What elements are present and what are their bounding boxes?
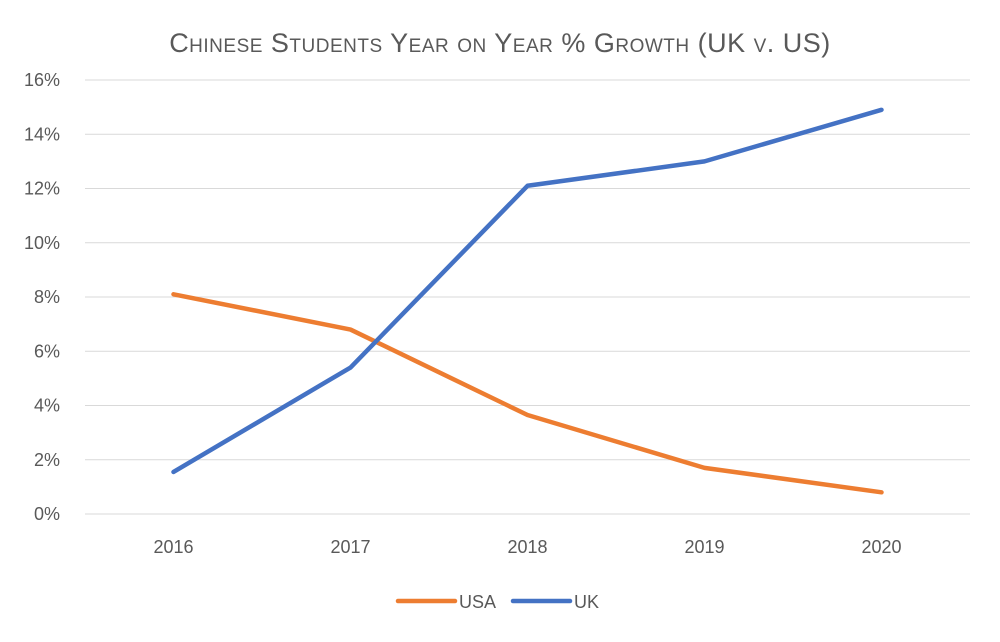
legend-label-usa: USA: [459, 592, 496, 612]
y-tick-label: 16%: [24, 70, 60, 90]
y-tick-label: 10%: [24, 233, 60, 253]
series-line-uk: [171, 107, 884, 475]
x-tick-label: 2017: [330, 537, 370, 557]
x-tick-label: 2019: [684, 537, 724, 557]
x-tick-label: 2016: [153, 537, 193, 557]
y-tick-label: 4%: [34, 396, 60, 416]
series-line-usa: [171, 292, 884, 495]
x-tick-label: 2018: [507, 537, 547, 557]
y-tick-label: 6%: [34, 341, 60, 361]
chart-title: Chinese Students Year on Year % Growth (…: [169, 28, 831, 58]
y-tick-label: 12%: [24, 179, 60, 199]
y-tick-label: 0%: [34, 504, 60, 524]
y-tick-label: 8%: [34, 287, 60, 307]
legend-label-uk: UK: [574, 592, 599, 612]
y-tick-label: 2%: [34, 450, 60, 470]
y-tick-label: 14%: [24, 124, 60, 144]
x-tick-label: 2020: [861, 537, 901, 557]
